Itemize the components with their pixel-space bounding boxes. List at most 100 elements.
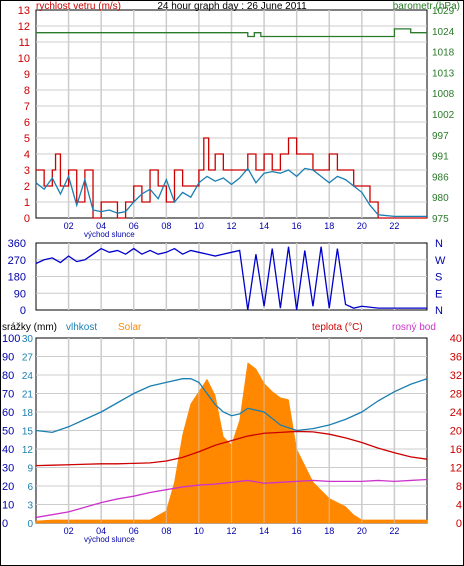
temp-y-tick: 40 (450, 333, 462, 345)
wind-y-tick: 12 (18, 21, 30, 33)
rain-y-tick: 50 (2, 426, 14, 438)
temp-y-tick: 36 (450, 352, 462, 364)
baro-y-tick: 1029 (432, 6, 455, 17)
temp-axis-title: teplota (°C) (312, 322, 363, 333)
rain-y-tick: 80 (2, 370, 14, 382)
temp-y-tick: 32 (450, 370, 462, 382)
weather-x-tick: 04 (96, 526, 106, 536)
wind-sunrise-label: východ slunce (84, 230, 135, 239)
direction-y-tick: 360 (8, 238, 26, 250)
wind-y-tick: 9 (24, 69, 30, 81)
rain-y-tick: 40 (2, 444, 14, 456)
wind-y-tick: 8 (24, 85, 30, 97)
temperature-line (35, 430, 428, 467)
humidity-line (35, 378, 428, 434)
compass-label: N (435, 305, 443, 317)
weather-x-tick: 14 (259, 526, 269, 536)
temp-y-tick: 20 (450, 426, 462, 438)
weather-x-tick: 10 (194, 526, 204, 536)
humidity-y-tick: 12 (22, 445, 34, 456)
weather-x-tick: 16 (292, 526, 302, 536)
humidity-y-tick: 18 (22, 408, 34, 419)
baro-y-tick: 1018 (432, 48, 455, 59)
temp-y-tick: 16 (450, 444, 462, 456)
wind-x-tick: 20 (357, 221, 367, 231)
baro-y-tick: 1002 (432, 110, 455, 121)
humidity-y-tick: 21 (22, 390, 34, 401)
humidity-y-tick: 3 (27, 501, 33, 512)
baro-y-tick: 991 (432, 152, 449, 163)
solar-axis-title: Solar (118, 322, 142, 333)
humidity-y-tick: 9 (27, 464, 33, 475)
weather-x-tick: 18 (324, 526, 334, 536)
humidity-axis-title: vlhkost (66, 322, 97, 333)
wind-y-tick: 6 (24, 117, 30, 129)
temp-y-tick: 8 (456, 481, 462, 493)
humidity-y-tick: 30 (22, 334, 34, 345)
wind-x-tick: 04 (96, 221, 106, 231)
baro-y-tick: 975 (432, 214, 449, 225)
wind-y-tick: 5 (24, 133, 30, 145)
rain-y-tick: 20 (2, 481, 14, 493)
wind-y-tick: 7 (24, 101, 30, 113)
direction-y-tick: 0 (20, 305, 26, 317)
wind-y-tick: 4 (24, 149, 30, 161)
compass-label: E (435, 288, 442, 300)
wind-y-tick: 2 (24, 181, 30, 193)
rain-y-tick: 0 (2, 518, 8, 530)
temp-y-tick: 28 (450, 389, 462, 401)
rain-y-tick: 30 (2, 463, 14, 475)
wind-y-tick: 0 (24, 213, 30, 225)
temp-y-tick: 12 (450, 463, 462, 475)
graph-title: 24 hour graph day : 26 June 2011 (157, 1, 307, 12)
wind-x-tick: 14 (259, 221, 269, 231)
humidity-y-tick: 0 (27, 519, 33, 530)
rain-y-tick: 60 (2, 407, 14, 419)
wind-x-tick: 18 (324, 221, 334, 231)
dewpoint-axis-title: rosný bod (392, 322, 436, 333)
baro-y-tick: 980 (432, 193, 449, 204)
compass-label: S (435, 272, 442, 284)
weather-x-tick: 20 (357, 526, 367, 536)
baro-y-tick: 1008 (432, 89, 455, 100)
compass-label: N (435, 238, 443, 250)
humidity-y-tick: 24 (22, 371, 34, 382)
wind-x-tick: 02 (64, 221, 74, 231)
temp-y-tick: 0 (456, 518, 462, 530)
baro-y-tick: 986 (432, 172, 449, 183)
temp-y-tick: 4 (456, 500, 462, 512)
rain-y-tick: 100 (2, 333, 20, 345)
baro-axis-title: barometr (hPa) (393, 1, 460, 12)
wind-speed-line (36, 137, 427, 219)
weather-x-tick: 12 (226, 526, 236, 536)
rain-axis-title: srážky (mm) (2, 322, 57, 333)
wind-x-tick: 22 (389, 221, 399, 231)
direction-y-tick: 270 (8, 255, 26, 267)
rain-y-tick: 70 (2, 389, 14, 401)
wind-x-tick: 06 (129, 221, 139, 231)
rain-y-tick: 90 (2, 352, 14, 364)
weather-x-tick: 08 (161, 526, 171, 536)
wind-y-tick: 10 (18, 53, 30, 65)
baro-y-tick: 1013 (432, 68, 455, 79)
weather-x-tick: 06 (129, 526, 139, 536)
wind-direction-line (35, 246, 427, 311)
direction-y-tick: 90 (14, 288, 26, 300)
wind-y-tick: 3 (24, 165, 30, 177)
wind-x-tick: 10 (194, 221, 204, 231)
wind-y-tick: 13 (18, 5, 30, 17)
wind-x-tick: 16 (292, 221, 302, 231)
wind-y-tick: 11 (19, 37, 30, 49)
wind-y-tick: 1 (24, 197, 30, 209)
humidity-y-tick: 6 (27, 482, 33, 493)
humidity-y-tick: 27 (22, 353, 34, 364)
wind-axis-title: rychlost vetru (m/s) (36, 1, 121, 12)
humidity-y-tick: 15 (22, 427, 34, 438)
baro-y-tick: 1024 (432, 27, 455, 38)
wind-average-line (35, 167, 427, 218)
compass-label: W (435, 255, 446, 267)
direction-y-tick: 180 (8, 272, 26, 284)
wind-x-tick: 08 (161, 221, 171, 231)
weather-x-tick: 02 (64, 526, 74, 536)
